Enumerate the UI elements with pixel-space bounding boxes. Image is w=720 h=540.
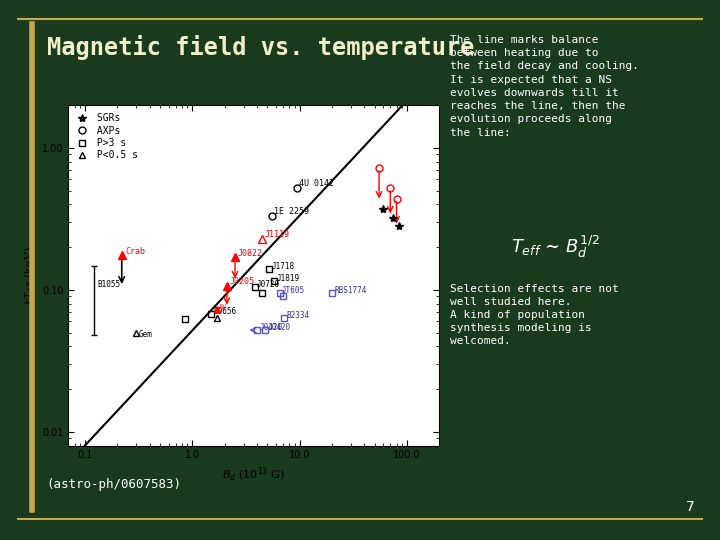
Text: J0822: J0822 bbox=[238, 249, 262, 258]
Text: JT605: JT605 bbox=[282, 286, 305, 295]
Text: 4U 0142: 4U 0142 bbox=[300, 179, 335, 188]
Text: J1819: J1819 bbox=[276, 274, 300, 284]
Text: Crab: Crab bbox=[125, 247, 145, 256]
Text: 7: 7 bbox=[686, 500, 695, 514]
Text: The line marks balance
between heating due to
the field decay and cooling.
It is: The line marks balance between heating d… bbox=[450, 35, 639, 138]
Text: B1055: B1055 bbox=[97, 280, 120, 288]
Text: Selection effects are not
well studied here.
A kind of population
synthesis mode: Selection effects are not well studied h… bbox=[450, 284, 618, 346]
Text: B2334: B2334 bbox=[287, 312, 310, 320]
X-axis label: $B_d$ ($10^{13}$ G): $B_d$ ($10^{13}$ G) bbox=[222, 466, 285, 484]
Text: Magnetic field vs. temperature: Magnetic field vs. temperature bbox=[47, 35, 474, 60]
Text: J1119: J1119 bbox=[265, 231, 289, 239]
Text: J0420: J0420 bbox=[259, 323, 282, 332]
Text: J0720: J0720 bbox=[257, 280, 280, 289]
Text: J1718: J1718 bbox=[271, 262, 294, 271]
Text: 1E 2259: 1E 2259 bbox=[274, 207, 309, 217]
Text: J0420: J0420 bbox=[268, 323, 291, 332]
Text: AV: AV bbox=[220, 304, 228, 310]
Text: J0205: J0205 bbox=[229, 278, 254, 287]
Text: Gem: Gem bbox=[138, 330, 153, 339]
Text: $T_{eff}$ ~ $B_d^{1/2}$: $T_{eff}$ ~ $B_d^{1/2}$ bbox=[511, 234, 600, 260]
Text: (astro-ph/0607583): (astro-ph/0607583) bbox=[47, 478, 181, 491]
Text: B0656: B0656 bbox=[214, 307, 237, 316]
Text: RBS1774: RBS1774 bbox=[334, 286, 366, 295]
Y-axis label: $kT_{eff}$ (keV): $kT_{eff}$ (keV) bbox=[22, 246, 37, 305]
Legend:  SGRs,  AXPs,  P>3 s,  P<0.5 s: SGRs, AXPs, P>3 s, P<0.5 s bbox=[73, 110, 140, 163]
